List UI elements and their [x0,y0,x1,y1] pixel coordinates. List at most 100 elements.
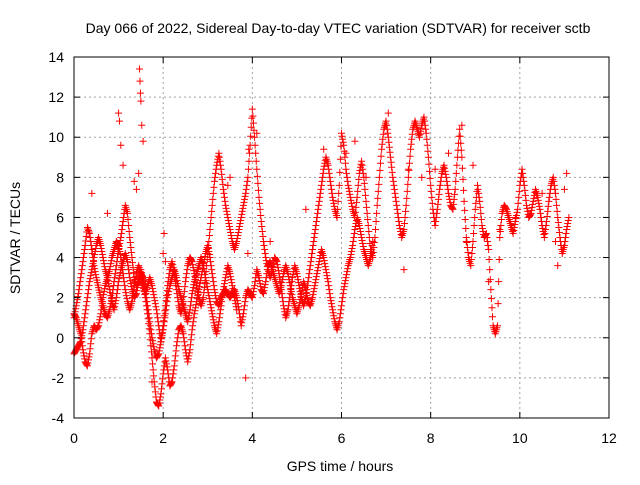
data-point [228,279,236,287]
data-point [431,221,439,229]
data-point [182,274,190,282]
data-point [474,185,482,193]
data-point [188,258,196,266]
data-point [103,313,111,321]
x-tick-label: 2 [159,430,167,446]
data-point [359,165,367,173]
data-point [392,193,400,201]
data-point [81,355,89,363]
data-point [367,250,375,258]
data-point [156,344,164,352]
data-point [552,189,559,197]
data-point [552,238,559,246]
data-point [460,197,468,205]
data-point [513,208,521,216]
data-point [254,179,262,187]
data-point [476,197,484,205]
data-point [85,228,93,236]
data-point [200,265,208,273]
data-point [112,297,120,305]
data-point [133,287,141,295]
data-point [326,177,334,185]
data-point [330,202,338,210]
data-point [158,332,166,340]
data-point [395,217,403,225]
data-point [241,302,249,310]
data-point [396,224,404,232]
data-point [82,306,90,314]
data-point [233,306,241,314]
data-point [442,170,450,178]
data-point [202,274,210,282]
data-point [216,310,224,318]
data-point [147,348,155,356]
data-point [348,199,356,207]
data-point [111,274,119,282]
data-point [221,277,229,285]
data-point [206,254,214,262]
data-point [124,258,131,266]
data-point [89,260,97,268]
data-point [286,282,294,290]
data-point [343,268,351,276]
data-point [159,250,167,258]
data-point [88,263,96,271]
data-point [306,301,314,309]
data-point [427,187,435,195]
data-point [257,283,265,291]
data-point [421,121,429,129]
data-point [160,322,168,330]
y-axis-label: SDTVAR / TECUs [7,182,23,294]
data-point [528,203,536,211]
data-point [385,143,393,151]
data-point [79,349,87,357]
x-tick-label: 8 [427,430,435,446]
data-point [298,287,306,295]
data-point [472,199,480,207]
data-point [442,173,450,181]
data-point [320,254,328,262]
data-point [426,167,434,175]
data-point [417,124,425,132]
data-point [116,248,124,256]
data-point [185,312,193,320]
data-point [378,140,386,148]
data-point [225,222,233,230]
data-point [341,159,349,167]
data-point [143,306,151,314]
data-point [404,173,412,181]
data-point [256,277,264,285]
data-point [550,177,558,185]
data-point [339,290,347,298]
data-point [327,297,335,305]
data-point [187,298,195,306]
data-point [215,153,223,161]
data-point [323,272,331,280]
data-point [478,224,486,232]
data-point [127,249,135,257]
data-point [99,254,107,262]
data-point [256,280,264,288]
data-point [145,325,153,333]
data-point [376,166,384,174]
data-point [168,258,176,266]
data-point [511,220,519,228]
data-point [288,291,296,299]
data-point [244,250,252,258]
data-point [126,277,134,285]
data-point [349,242,357,250]
data-point [227,273,235,281]
data-point [339,135,347,143]
data-point [361,185,369,193]
data-point [81,314,89,322]
data-point [251,141,259,149]
data-point [427,181,435,189]
data-point [118,221,126,229]
data-point [114,282,122,290]
data-point [214,321,222,329]
data-point [170,362,178,370]
data-point [341,277,349,285]
data-point [316,189,324,197]
data-point [266,259,274,267]
data-point [239,204,247,212]
